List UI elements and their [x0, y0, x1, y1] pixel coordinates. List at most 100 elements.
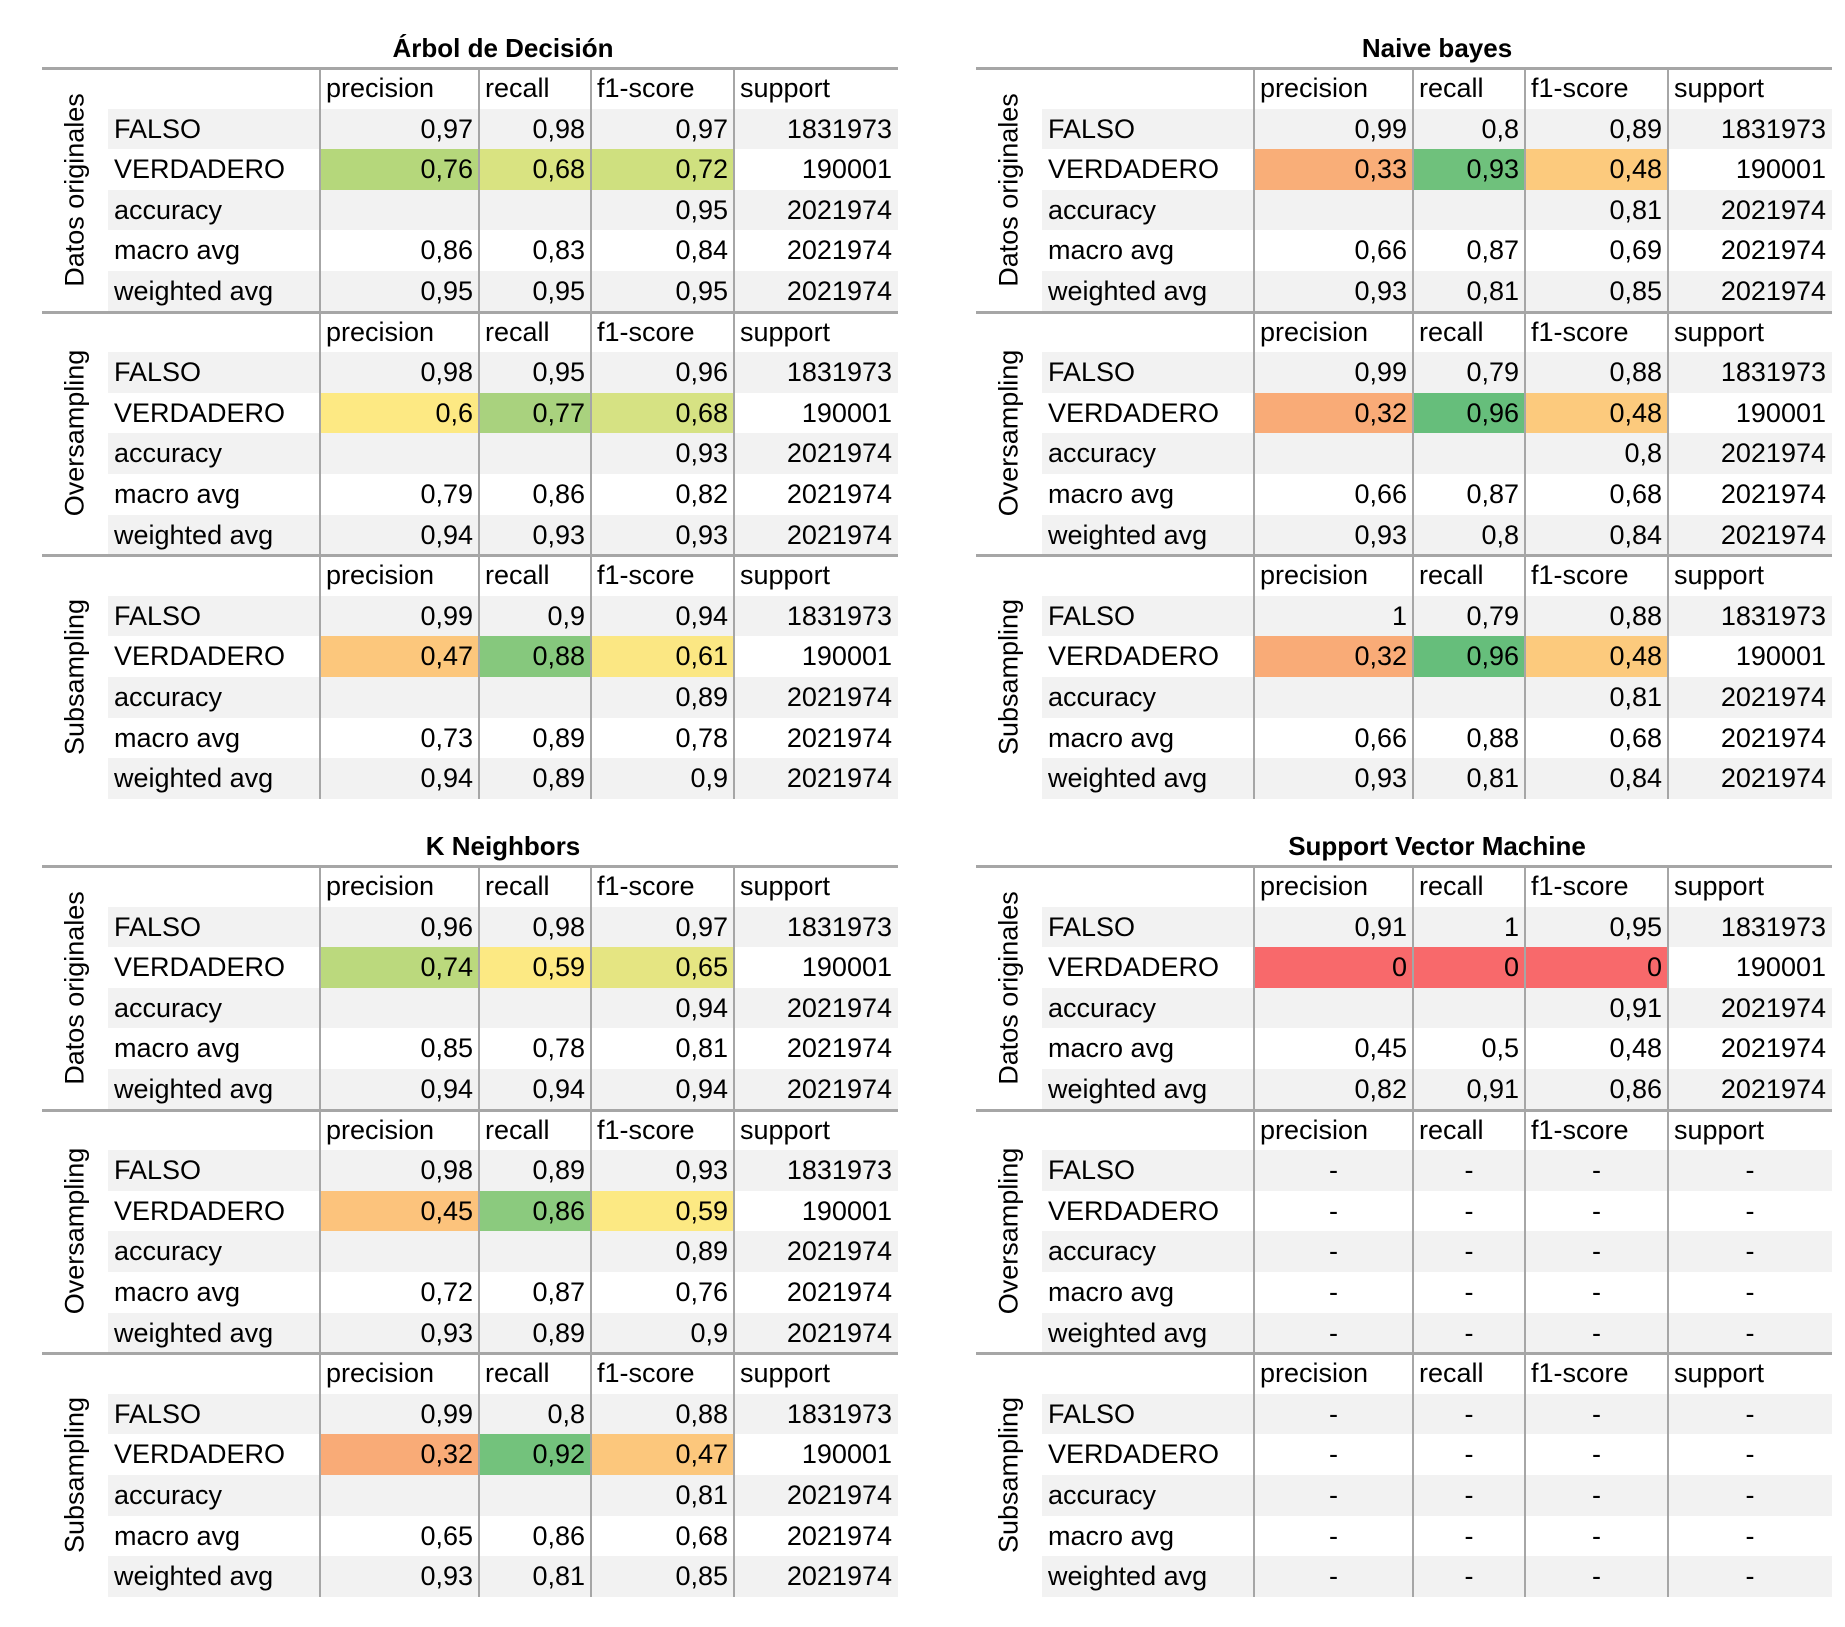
- row-label: FALSO: [108, 595, 320, 637]
- metric-cell-support: 190001: [1735, 397, 1826, 428]
- metric-cell-precision: 0,94: [320, 514, 479, 556]
- row-label: macro avg: [1048, 1520, 1175, 1551]
- table-row: accuracy 0,94 2021974: [42, 987, 898, 1029]
- metric-cell-support: -: [1668, 1393, 1832, 1435]
- table-row: VERDADERO 0,45 0,86 0,59 190001: [42, 1190, 898, 1232]
- metric-cell-f1-score: 0,9: [591, 1312, 734, 1354]
- row-label: accuracy: [1042, 677, 1254, 718]
- metric-cell-support: 1831973: [1668, 906, 1832, 948]
- metric-cell-recall: -: [1413, 1393, 1525, 1435]
- metric-cell-f1-score: 0,69: [1609, 235, 1662, 266]
- column-header-precision: precision: [1260, 73, 1369, 103]
- metric-cell-precision: [320, 433, 479, 474]
- column-header-precision: precision: [326, 1114, 435, 1145]
- metric-cell-precision: -: [1329, 1277, 1338, 1307]
- column-header-support: support: [1674, 73, 1765, 103]
- metric-cell-precision: -: [1329, 1520, 1338, 1551]
- group-separator: [976, 554, 1832, 558]
- metric-cell-recall: [479, 1475, 591, 1516]
- row-label: weighted avg: [108, 271, 320, 312]
- metric-cell-recall: 0,68: [479, 149, 591, 190]
- column-header-support: support: [1674, 316, 1765, 347]
- metric-cell-f1-score: 0,94: [591, 1069, 734, 1110]
- metric-cell-support: 190001: [801, 641, 892, 672]
- metric-cell-support: 2021974: [734, 189, 898, 231]
- table-row: FALSO 0,99 0,8 0,89 1831973: [976, 108, 1832, 150]
- metric-cell-support: 2021974: [1668, 1069, 1832, 1110]
- metric-cell-support: 2021974: [734, 1556, 898, 1597]
- metric-cell-support: 2021974: [734, 271, 898, 312]
- metric-cell-precision: 0,95: [320, 271, 479, 312]
- metric-cell-f1-score: 0,85: [591, 1556, 734, 1597]
- row-label: VERDADERO: [114, 952, 286, 983]
- metric-cell-precision: -: [1254, 1475, 1413, 1516]
- column-header-precision: precision: [1260, 1358, 1369, 1389]
- table-row: macro avg 0,86 0,83 0,84 2021974: [42, 230, 898, 271]
- metric-cell-support: 2021974: [734, 987, 898, 1029]
- row-label: macro avg: [1048, 1033, 1175, 1064]
- metric-cell-f1-score: 0,95: [1525, 906, 1668, 948]
- column-divider: [319, 866, 321, 1597]
- group-separator: [976, 1108, 1832, 1112]
- column-header-precision: precision: [326, 560, 435, 591]
- metric-cell-f1-score: 0,68: [1609, 722, 1662, 753]
- metric-cell-precision: -: [1254, 1150, 1413, 1191]
- metric-cell-support: 2021974: [1668, 433, 1832, 474]
- metric-cell-f1-score: 0,68: [591, 392, 734, 434]
- metric-cell-recall: 0,5: [1481, 1033, 1519, 1064]
- row-label: accuracy: [108, 677, 320, 718]
- metric-cell-f1-score: -: [1525, 1312, 1668, 1354]
- metric-cell-f1-score: -: [1592, 1277, 1601, 1307]
- table-row: macro avg 0,66 0,87 0,69 2021974: [976, 230, 1832, 271]
- row-label: macro avg: [114, 1277, 241, 1307]
- metric-cell-support: -: [1668, 1150, 1832, 1191]
- metric-cell-support: 2021974: [786, 722, 892, 753]
- column-header-f1-score: f1-score: [1531, 316, 1629, 347]
- row-label: FALSO: [108, 108, 320, 150]
- metric-cell-support: 2021974: [734, 1475, 898, 1516]
- metric-cell-f1-score: -: [1525, 1231, 1668, 1272]
- column-header-f1-score: f1-score: [1531, 1358, 1629, 1389]
- table-row: accuracy - - - -: [976, 1231, 1832, 1272]
- row-label: FALSO: [108, 1393, 320, 1435]
- metric-cell-f1-score: 0,48: [1525, 149, 1668, 190]
- table-row: macro avg 0,85 0,78 0,81 2021974: [42, 1028, 898, 1069]
- column-header-row: precision recall f1-score support: [42, 68, 898, 109]
- metric-cell-recall: [1413, 987, 1525, 1029]
- row-label: FALSO: [108, 352, 320, 393]
- metric-cell-f1-score: -: [1592, 1520, 1601, 1551]
- column-header-precision: precision: [326, 1358, 435, 1389]
- table-row: VERDADERO 0,76 0,68 0,72 190001: [42, 149, 898, 190]
- table-row: accuracy 0,91 2021974: [976, 987, 1832, 1029]
- metric-cell-support: 190001: [1735, 154, 1826, 185]
- group-separator: [976, 865, 1832, 868]
- column-divider: [319, 68, 321, 799]
- column-divider: [1524, 866, 1526, 1597]
- column-header-f1-score: f1-score: [1531, 73, 1629, 103]
- table-row: VERDADERO 0,47 0,88 0,61 190001: [42, 636, 898, 677]
- table-row: accuracy 0,93 2021974: [42, 433, 898, 474]
- metric-cell-f1-score: 0,85: [1525, 271, 1668, 312]
- row-label: accuracy: [108, 189, 320, 231]
- metric-cell-support: 1831973: [734, 1393, 898, 1435]
- row-label: macro avg: [1048, 722, 1175, 753]
- column-header-precision: precision: [326, 316, 435, 347]
- column-header-f1-score: f1-score: [597, 73, 695, 103]
- metric-cell-precision: 0,45: [320, 1190, 479, 1232]
- column-header-support: support: [1674, 871, 1765, 901]
- column-header-row: precision recall f1-score support: [976, 1110, 1832, 1151]
- metric-cell-precision: -: [1254, 1312, 1413, 1354]
- row-label: VERDADERO: [114, 641, 286, 672]
- column-header-recall: recall: [485, 1114, 550, 1145]
- table-row: VERDADERO 0,33 0,93 0,48 190001: [976, 149, 1832, 190]
- row-label: weighted avg: [108, 758, 320, 799]
- metric-cell-precision: 0,79: [420, 479, 473, 509]
- metric-cell-recall: [479, 189, 591, 231]
- table-row: FALSO 0,97 0,98 0,97 1831973: [42, 108, 898, 150]
- table-row: VERDADERO 0 0 0 190001: [976, 947, 1832, 988]
- metric-cell-support: 2021974: [1720, 1033, 1826, 1064]
- row-label: VERDADERO: [1048, 397, 1220, 428]
- row-label: weighted avg: [108, 514, 320, 556]
- column-divider: [590, 68, 592, 799]
- metric-cell-f1-score: 0,78: [675, 722, 728, 753]
